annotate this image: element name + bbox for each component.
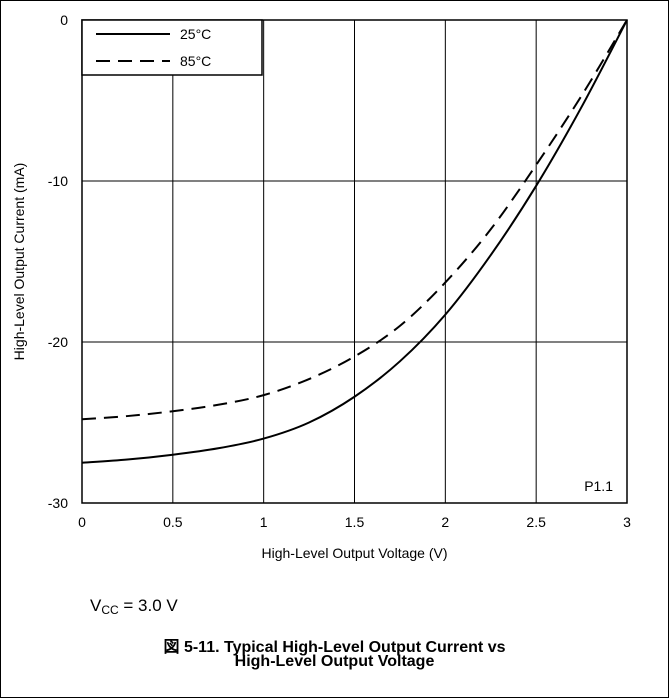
x-tick-label: 3 bbox=[623, 514, 631, 530]
vcc-symbol: V bbox=[90, 596, 102, 615]
x-tick-labels: 0 0.5 1 1.5 2 2.5 3 bbox=[78, 514, 631, 530]
x-tick-label: 0 bbox=[78, 514, 86, 530]
series-line-dashed bbox=[81, 19, 628, 421]
y-tick-label: -10 bbox=[48, 173, 68, 189]
line-chart: 0 0.5 1 1.5 2 2.5 3 0 -10 -20 -30 High-Level Outp… bbox=[11, 12, 631, 561]
vcc-condition: VCC = 3.0 V bbox=[90, 596, 178, 617]
legend-box bbox=[81, 19, 263, 76]
x-tick-label: 2 bbox=[441, 514, 449, 530]
vcc-value: = 3.0 V bbox=[118, 596, 178, 615]
grid bbox=[81, 19, 628, 504]
y-tick-labels: 0 -10 -20 -30 bbox=[48, 12, 68, 511]
legend-label: 85°C bbox=[180, 53, 211, 69]
legend-label: 25°C bbox=[180, 26, 211, 42]
figure-caption-line2: High-Level Output Voltage bbox=[234, 653, 435, 670]
vcc-subscript: CC bbox=[101, 603, 119, 617]
x-tick-label: 1 bbox=[260, 514, 268, 530]
x-tick-label: 1.5 bbox=[345, 514, 365, 530]
series-layer bbox=[81, 19, 628, 464]
plot-area bbox=[81, 19, 628, 504]
x-tick-label: 0.5 bbox=[163, 514, 183, 530]
pin-annotation: P1.1 bbox=[584, 478, 613, 494]
y-tick-label: 0 bbox=[60, 12, 68, 28]
y-tick-label: -20 bbox=[48, 334, 68, 350]
x-axis-label: High-Level Output Voltage (V) bbox=[262, 545, 448, 561]
series-line-solid bbox=[81, 19, 628, 464]
legend: 25°C 85°C bbox=[81, 19, 263, 76]
y-axis-label: High-Level Output Current (mA) bbox=[11, 163, 27, 361]
figure-caption-line1: 図 5-11. Typical High-Level Output Curren… bbox=[163, 639, 506, 656]
x-tick-label: 2.5 bbox=[526, 514, 546, 530]
y-tick-label: -30 bbox=[48, 495, 68, 511]
